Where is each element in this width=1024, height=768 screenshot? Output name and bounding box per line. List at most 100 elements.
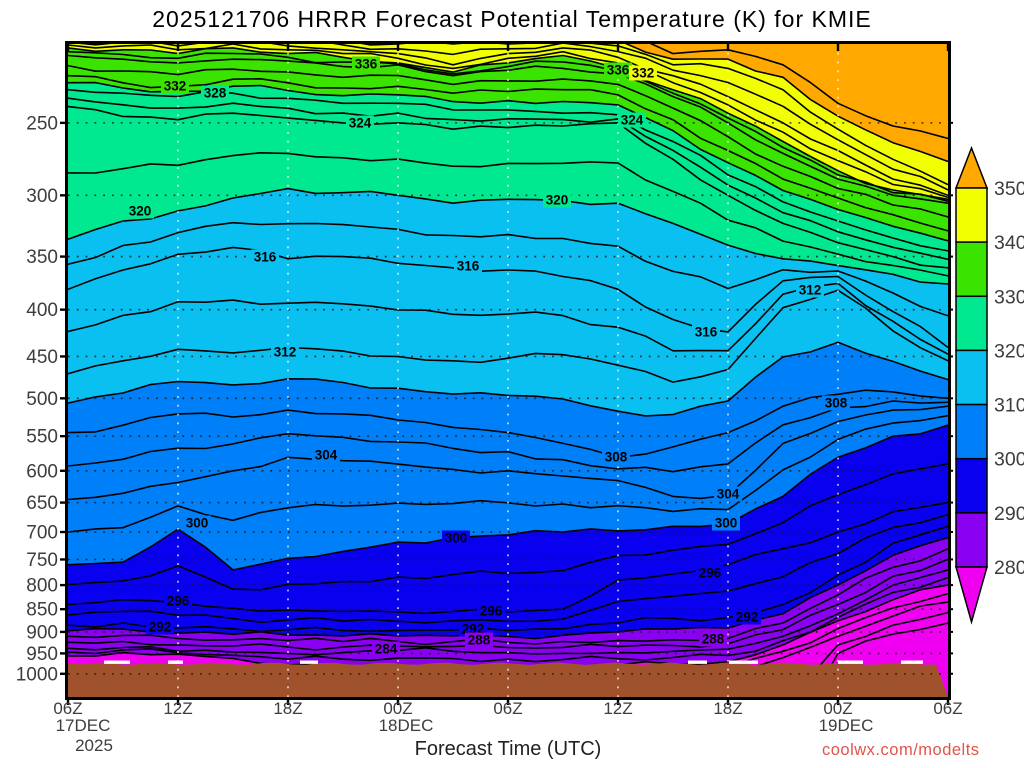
contour-line-318 <box>68 221 948 317</box>
contour-label: 308 <box>825 396 848 411</box>
x-date-label: 18DEC <box>379 716 434 735</box>
contour-label: 308 <box>605 450 628 465</box>
y-tick-label: 500 <box>26 389 58 410</box>
contour-label: 296 <box>167 594 190 609</box>
colorbar-label: 310 <box>994 395 1024 417</box>
contour-label-bg <box>454 258 482 274</box>
y-tick-label: 650 <box>26 493 58 514</box>
contour-label: 316 <box>254 250 277 265</box>
contour-label-bg <box>712 515 740 531</box>
chart-title: 2025121706 HRRR Forecast Potential Tempe… <box>152 6 872 32</box>
contour-label-bg <box>604 62 632 78</box>
contour-label-bg <box>629 65 657 81</box>
contour-label: 320 <box>546 193 569 208</box>
contour-label: 316 <box>457 259 480 274</box>
contour-label-bg <box>477 603 505 619</box>
y-tick-label: 800 <box>26 576 58 597</box>
contour-label: 300 <box>715 516 738 531</box>
contour-line-306 <box>68 400 948 473</box>
colorbar-segment <box>955 512 988 568</box>
contour-label-bg <box>164 593 192 609</box>
contour-label: 300 <box>186 516 209 531</box>
contour-line-312 <box>68 289 948 383</box>
contour-label: 312 <box>274 345 297 360</box>
contour-label-bg <box>312 447 340 463</box>
contour-label: 312 <box>799 283 822 298</box>
gridlines <box>68 44 948 697</box>
contour-label: 304 <box>717 487 740 502</box>
contour-label: 324 <box>349 116 372 131</box>
contour-label-bg <box>126 203 154 219</box>
contour-label-bg <box>618 112 646 128</box>
contour-line-300 <box>68 424 948 571</box>
y-tick-label: 600 <box>26 461 58 482</box>
contour-label: 288 <box>468 633 491 648</box>
contour-line-292 <box>68 525 948 633</box>
contour-label-bg <box>442 530 470 546</box>
contour-label-bg <box>602 449 630 465</box>
contour-line-278 <box>684 592 948 697</box>
x-tick-label: 18Z <box>713 699 742 718</box>
contour-label: 292 <box>736 610 759 625</box>
contour-line-282 <box>68 576 948 663</box>
contour-label: 304 <box>315 448 338 463</box>
contour-label: 296 <box>699 566 722 581</box>
contour-line-350 <box>624 44 948 163</box>
contour-label: 336 <box>355 57 378 72</box>
y-tick-label: 950 <box>26 644 58 665</box>
x-tick-label: 18Z <box>273 699 302 718</box>
contour-label: 332 <box>164 79 187 94</box>
colorbar-segment <box>955 403 988 460</box>
y-tick-label: 700 <box>26 523 58 544</box>
colorbar-segment <box>955 241 988 298</box>
y-tick-label: 450 <box>26 347 58 368</box>
contour-label-bg <box>146 619 174 635</box>
contour-label: 316 <box>695 325 718 340</box>
colorbar-label: 340 <box>994 232 1024 254</box>
contour-line-290 <box>68 536 948 640</box>
contour-label-bg <box>161 78 189 94</box>
colorbar-label: 330 <box>994 286 1024 308</box>
watermark: coolwx.com/modelts <box>822 741 980 759</box>
contour-line-286 <box>68 558 948 651</box>
x-tick-label: 06Z <box>53 699 82 718</box>
y-tick-label: 250 <box>26 113 58 134</box>
contour-label-bg <box>796 282 824 298</box>
contour-label-bg <box>692 324 720 340</box>
contour-label: 300 <box>445 531 468 546</box>
contour-label-bg <box>696 565 724 581</box>
contour-label: 336 <box>607 63 630 78</box>
contour-line-316 <box>68 246 948 349</box>
colorbar-label: 280 <box>994 557 1024 579</box>
contour-line-336 <box>68 54 948 204</box>
x-tick-label: 00Z <box>823 699 852 718</box>
colorbar-arrow-up <box>954 145 989 189</box>
y-tick-label: 900 <box>26 622 58 643</box>
ground-layer <box>68 660 948 697</box>
y-tick-label: 550 <box>26 427 58 448</box>
y-tick-label: 300 <box>26 186 58 207</box>
contour-label-bg <box>699 631 727 647</box>
x-tick-label: 00Z <box>383 699 412 718</box>
colorbar-arrow-down <box>955 566 988 625</box>
axis-labels: 2503003504004505005506006507007508008509… <box>16 113 963 755</box>
contour-label-bg <box>465 632 493 648</box>
x-date-label: 2025 <box>75 736 113 755</box>
axes-frame <box>60 41 953 705</box>
contour-line-276 <box>709 601 948 697</box>
colorbar-segment <box>955 187 988 243</box>
colorbar-segment <box>955 295 988 352</box>
colorbar-segment <box>955 349 988 406</box>
contour-line-326 <box>68 97 948 261</box>
contour-label: 332 <box>632 66 655 81</box>
contour-line-310 <box>68 341 948 417</box>
colorbar-label: 290 <box>994 503 1024 525</box>
contour-label-bg <box>372 641 400 657</box>
y-tick-label: 350 <box>26 247 58 268</box>
ground <box>68 662 948 697</box>
contour-label: 284 <box>375 642 398 657</box>
contour-label: 292 <box>149 620 172 635</box>
contour-line-322 <box>68 152 948 277</box>
contour-line-342 <box>68 44 948 199</box>
